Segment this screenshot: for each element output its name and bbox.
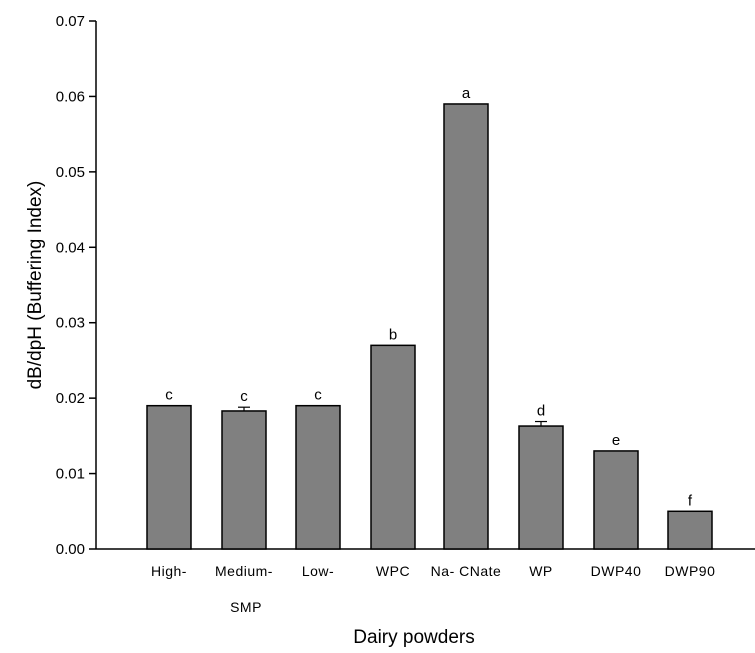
significance-letter: c [165, 387, 173, 404]
y-tick-label: 0.07 [56, 13, 85, 30]
y-tick-label: 0.04 [56, 239, 85, 256]
bar [221, 410, 267, 550]
category-label: Na- CNate [431, 563, 502, 579]
category-label: Medium- [215, 563, 273, 579]
y-tick-label: 0.02 [56, 390, 85, 407]
significance-letter: c [240, 388, 248, 405]
category-label: WPC [376, 563, 410, 579]
group-label-smp: SMP [230, 599, 262, 615]
significance-letter: e [612, 432, 620, 449]
y-ticks: 0.00 0.01 0.02 0.03 0.04 0.05 0.06 0.07 [56, 13, 96, 558]
bar [443, 103, 489, 550]
bar [593, 450, 639, 550]
y-tick-label: 0.01 [56, 466, 85, 483]
y-tick-label: 0.03 [56, 315, 85, 332]
axes [95, 21, 755, 550]
x-axis-title: Dairy powders [353, 627, 474, 648]
significance-letter: c [314, 387, 322, 404]
bar [667, 510, 713, 550]
bars: c c c b a d e f [146, 85, 713, 550]
y-tick-label: 0.00 [56, 541, 85, 558]
category-label: DWP90 [665, 563, 716, 579]
significance-letter: a [462, 85, 471, 102]
category-label: High- [151, 563, 187, 579]
bar [146, 404, 192, 550]
bar [518, 425, 564, 550]
y-tick-label: 0.06 [56, 88, 85, 105]
category-labels: High- Medium- Low- WPC Na- CNate WP DWP40 DWP90 [151, 563, 715, 579]
significance-letter: b [389, 326, 397, 343]
y-axis-title: dB/dpH (Buffering Index) [25, 181, 46, 390]
bar [295, 404, 341, 550]
y-tick-label: 0.05 [56, 164, 85, 181]
significance-letter: d [537, 403, 545, 420]
category-label: Low- [302, 563, 334, 579]
category-label: DWP40 [591, 563, 642, 579]
category-label: WP [529, 563, 553, 579]
bar [370, 344, 416, 550]
significance-letter: f [688, 492, 693, 509]
